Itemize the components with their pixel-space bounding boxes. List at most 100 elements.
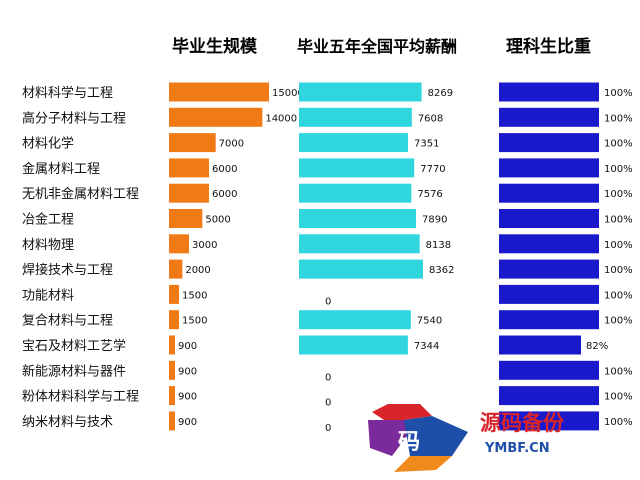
science-ratio-value-label: 100% xyxy=(604,189,633,200)
graduate-scale-bar xyxy=(169,209,203,228)
science-ratio-value-label: 100% xyxy=(604,164,633,175)
graduate-scale-value-label: 7000 xyxy=(219,139,244,150)
category-label: 金属材料工程 xyxy=(22,161,100,177)
category-label: 纳米材料与技术 xyxy=(22,415,113,430)
science-ratio-value-label: 100% xyxy=(604,88,633,99)
category-label: 材料化学 xyxy=(22,136,74,152)
category-label: 宝石及材料工艺学 xyxy=(22,338,126,354)
science-ratio-bar xyxy=(499,360,599,380)
science-ratio-value-label: 100% xyxy=(604,113,633,124)
graduate-scale-value-label: 900 xyxy=(178,392,197,403)
graduate-scale-value-label: 3000 xyxy=(192,240,217,251)
salary-value-label: 8362 xyxy=(429,265,454,276)
graduate-scale-bar xyxy=(169,386,175,406)
graduate-scale-value-label: 2000 xyxy=(185,265,210,276)
salary-bar xyxy=(299,158,415,178)
science-ratio-bar xyxy=(499,284,599,304)
science-ratio-bars: 100% 100% 100% 100% 100% 100% 100% 100% 100% 100%… xyxy=(499,82,633,431)
category-label: 焊接技术与工程 xyxy=(22,262,113,278)
salary-value-label: 0 xyxy=(325,423,331,434)
salary-bars: 8269 7608 7351 7770 7576 7890 8138 8362 0 7540 734… xyxy=(299,82,454,434)
graduate-scale-bar xyxy=(169,259,183,279)
science-ratio-value-label: 100% xyxy=(604,290,633,301)
graduate-scale-bar xyxy=(169,411,175,431)
science-ratio-value-label: 100% xyxy=(604,392,633,403)
watermark-text: 源码备份 xyxy=(480,411,565,435)
graduate-scale-value-label: 900 xyxy=(178,366,197,377)
graduate-scale-value-label: 900 xyxy=(178,417,197,428)
graduate-scale-bar xyxy=(169,107,263,127)
science-ratio-bar xyxy=(499,310,599,330)
science-ratio-bar xyxy=(499,209,599,228)
science-ratio-value-label: 100% xyxy=(604,215,633,226)
salary-value-label: 0 xyxy=(325,296,331,307)
category-label: 新能源材料与器件 xyxy=(22,363,126,379)
salary-value-label: 8138 xyxy=(426,240,451,251)
science-ratio-bar xyxy=(499,386,599,406)
science-ratio-value-label: 100% xyxy=(604,265,633,276)
category-label: 功能材料 xyxy=(22,288,74,303)
category-label: 材料科学与工程 xyxy=(22,85,113,101)
salary-value-label: 7576 xyxy=(417,189,442,200)
graduate-scale-bar xyxy=(169,234,189,254)
logo-shape-blue xyxy=(404,416,468,456)
salary-value-label: 8269 xyxy=(428,88,453,99)
category-label: 粉体材料科学与工程 xyxy=(22,389,139,405)
graduate-scale-value-label: 6000 xyxy=(212,189,237,200)
salary-value-label: 0 xyxy=(325,398,331,409)
graduate-scale-value-label: 5000 xyxy=(205,215,230,226)
graduate-scale-bar xyxy=(169,335,175,355)
watermark-logo: 码 源码备份 YMBF.CN xyxy=(368,404,565,472)
watermark-url: YMBF.CN xyxy=(484,441,550,456)
header-science-ratio: 理科生比重 xyxy=(506,36,591,57)
category-label: 复合材料与工程 xyxy=(22,314,113,329)
graduate-scale-bar xyxy=(169,158,209,178)
science-ratio-value-label: 82% xyxy=(586,341,608,352)
graduate-scale-bar xyxy=(169,284,179,304)
category-label: 高分子材料与工程 xyxy=(22,110,126,126)
salary-value-label: 7351 xyxy=(414,139,439,150)
graduate-scale-bar xyxy=(169,310,179,330)
graduate-scale-value-label: 15000 xyxy=(272,88,304,99)
graduate-scale-value-label: 6000 xyxy=(212,164,237,175)
science-ratio-bar xyxy=(499,411,599,431)
salary-bar xyxy=(299,209,417,228)
header-average-salary: 毕业五年全国平均薪酬 xyxy=(297,37,457,56)
graduate-scale-value-label: 1500 xyxy=(182,316,207,327)
salary-bar xyxy=(299,183,412,203)
category-label: 冶金工程 xyxy=(22,212,74,228)
science-ratio-value-label: 100% xyxy=(604,417,633,428)
salary-value-label: 7540 xyxy=(417,316,442,327)
logo-shape-red xyxy=(372,404,432,420)
graduate-scale-value-label: 1500 xyxy=(182,290,207,301)
science-ratio-bar xyxy=(499,234,599,254)
science-ratio-bar xyxy=(499,133,599,153)
category-labels: 材料科学与工程高分子材料与工程材料化学金属材料工程无机非金属材料工程冶金工程材料… xyxy=(22,85,139,430)
science-ratio-bar xyxy=(499,107,599,127)
watermark-logo-char: 码 xyxy=(398,429,420,455)
salary-value-label: 7890 xyxy=(422,215,447,226)
science-ratio-bar xyxy=(499,259,599,279)
graduate-scale-value-label: 14000 xyxy=(265,113,297,124)
salary-bar xyxy=(299,234,420,254)
category-label: 材料物理 xyxy=(22,238,74,253)
science-ratio-value-label: 100% xyxy=(604,366,633,377)
salary-bar xyxy=(299,310,411,330)
graduate-scale-bar xyxy=(169,360,175,380)
science-ratio-bar xyxy=(499,335,581,355)
salary-value-label: 0 xyxy=(325,372,331,383)
science-ratio-bar xyxy=(499,183,599,203)
science-ratio-value-label: 100% xyxy=(604,139,633,150)
salary-bar xyxy=(299,335,408,355)
logo-shape-orange xyxy=(394,456,452,472)
salary-bar xyxy=(299,259,423,279)
salary-bar xyxy=(299,107,412,127)
graduate-scale-bar xyxy=(169,133,216,153)
salary-bar xyxy=(299,82,422,102)
science-ratio-value-label: 100% xyxy=(604,316,633,327)
salary-bar xyxy=(299,133,409,153)
logo-shape-purple xyxy=(368,420,410,456)
graduate-scale-bar xyxy=(169,183,209,203)
panel-headers: 毕业生规模 毕业五年全国平均薪酬 理科生比重 xyxy=(172,36,591,57)
